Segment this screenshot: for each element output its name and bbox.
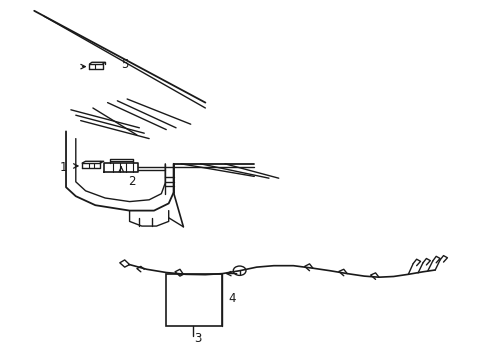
Bar — [166, 274, 222, 326]
Text: 3: 3 — [194, 332, 202, 345]
Text: 4: 4 — [228, 292, 236, 305]
Text: 5: 5 — [121, 58, 128, 71]
Text: 2: 2 — [128, 175, 136, 188]
Text: 1: 1 — [60, 161, 67, 174]
